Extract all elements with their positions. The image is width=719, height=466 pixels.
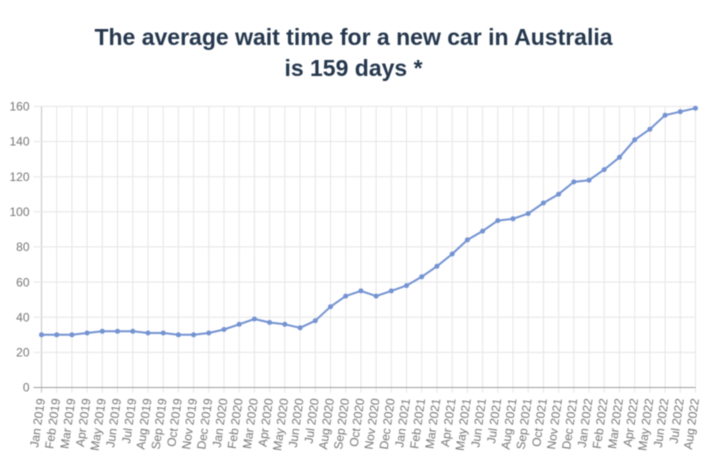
svg-text:Oct 2019: Oct 2019 [164, 397, 185, 447]
svg-text:Apr 2019: Apr 2019 [73, 397, 94, 448]
svg-text:Apr 2022: Apr 2022 [621, 397, 642, 448]
svg-text:Oct 2021: Oct 2021 [529, 397, 550, 447]
svg-text:Jan 2019: Jan 2019 [27, 397, 48, 448]
svg-text:140: 140 [9, 135, 29, 149]
svg-text:Jun 2019: Jun 2019 [103, 397, 124, 448]
svg-text:Jun 2022: Jun 2022 [651, 397, 672, 448]
svg-text:Jul 2021: Jul 2021 [484, 397, 504, 444]
svg-text:Jul 2022: Jul 2022 [667, 397, 687, 444]
svg-text:100: 100 [9, 205, 29, 219]
svg-text:Jan 2022: Jan 2022 [575, 397, 596, 448]
svg-text:Jan 2021: Jan 2021 [392, 397, 413, 448]
svg-text:60: 60 [16, 275, 30, 289]
svg-text:Jun 2021: Jun 2021 [468, 397, 489, 448]
svg-text:120: 120 [9, 170, 29, 184]
svg-text:Jun 2020: Jun 2020 [286, 397, 307, 448]
svg-text:80: 80 [16, 240, 30, 254]
svg-text:Jul 2019: Jul 2019 [119, 397, 139, 444]
svg-text:Jan 2020: Jan 2020 [210, 397, 231, 448]
svg-text:160: 160 [9, 100, 29, 114]
svg-text:Apr 2020: Apr 2020 [255, 397, 276, 448]
svg-text:20: 20 [16, 346, 30, 360]
svg-text:Jul 2020: Jul 2020 [302, 397, 322, 444]
svg-text:Apr 2021: Apr 2021 [438, 397, 459, 448]
svg-text:0: 0 [23, 381, 30, 395]
svg-text:Oct 2020: Oct 2020 [347, 397, 368, 447]
svg-text:40: 40 [16, 310, 30, 324]
